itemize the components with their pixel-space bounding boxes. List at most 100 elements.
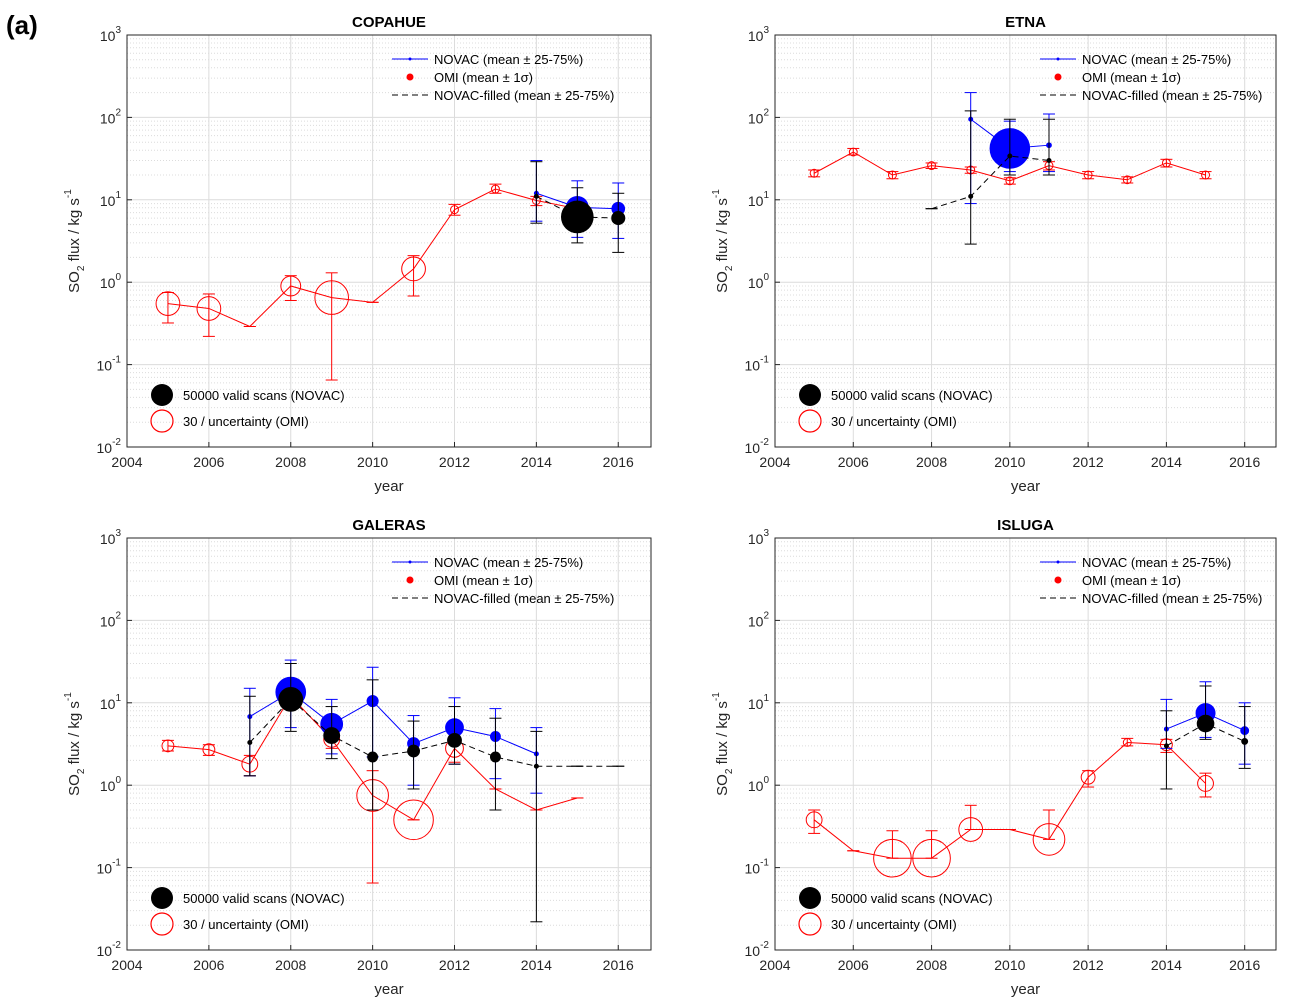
axes-box [126,537,652,951]
y-tick-label: 10-2 [745,940,770,959]
x-tick-label: 2016 [1229,957,1260,973]
legend-marker-omi [1054,576,1062,584]
series-line [249,698,619,767]
legend-label-novac: NOVAC (mean ± 25-75%) [1082,52,1231,67]
size-legend-novac-label: 50000 valid scans (NOVAC) [831,388,993,403]
legend-label-omi: OMI (mean ± 1σ) [1082,70,1181,85]
size-legend: 50000 valid scans (NOVAC) 30 / uncertaint… [150,887,345,936]
data-point [490,184,500,194]
chart-title: GALERAS [352,517,425,534]
legend-marker-novac [1056,57,1060,61]
axes-box [774,34,1277,448]
axes-box [774,537,1277,951]
legend-label-omi: OMI (mean ± 1σ) [434,70,533,85]
series-line [931,155,1050,210]
size-legend-novac-marker [151,887,173,909]
x-tick-label: 2010 [357,957,388,973]
data-point [1161,158,1171,168]
legend-label-filled: NOVAC-filled (mean ± 25-75%) [1082,591,1262,606]
data-point [314,280,349,315]
x-axis-label: year [1011,478,1040,495]
size-legend-omi-label: 30 / uncertainty (OMI) [183,917,309,932]
data-point [1196,714,1215,733]
chart-title: ETNA [1005,14,1046,31]
data-point [280,275,302,297]
size-legend-omi-marker [798,912,822,936]
x-tick-label: 2012 [439,957,470,973]
x-tick-label: 2012 [1073,957,1104,973]
legend-label-filled: NOVAC-filled (mean ± 25-75%) [434,591,614,606]
size-legend-omi-marker [798,409,822,433]
data-point [407,744,420,758]
grid [774,35,1276,447]
size-legend-omi-label: 30 / uncertainty (OMI) [183,414,309,429]
x-tick-label: 2006 [193,454,224,470]
data-point [805,811,823,829]
data-point [367,751,379,763]
legend-label-novac: NOVAC (mean ± 25-75%) [434,52,583,67]
data-point [1007,153,1013,159]
y-tick-label: 103 [748,25,770,44]
data-point [912,838,951,878]
y-tick-label: 102 [100,107,122,126]
x-tick-label: 2004 [759,957,790,973]
series-novac-filled [243,662,625,923]
y-tick-label: 101 [748,190,770,209]
data-point [247,739,253,745]
legend: NOVAC (mean ± 25-75%) OMI (mean ± 1σ) NOVA… [1040,555,1262,606]
data-point [1046,157,1052,163]
size-legend-omi-marker [150,409,174,433]
legend-label-filled: NOVAC-filled (mean ± 25-75%) [434,88,614,103]
series-novac-filled [925,110,1055,245]
data-point [848,147,858,157]
data-point [809,168,819,178]
x-tick-label: 2016 [603,957,634,973]
y-tick-label: 101 [748,693,770,712]
y-tick-label: 10-1 [97,858,122,877]
legend-marker-omi [1054,73,1062,81]
y-tick-label: 102 [748,107,770,126]
grid [126,35,651,447]
x-tick-label: 2014 [1151,454,1182,470]
data-point [1005,176,1015,186]
plot-area [161,659,625,923]
data-point [533,193,539,199]
legend: NOVAC (mean ± 25-75%) OMI (mean ± 1σ) NOVA… [392,52,614,103]
plot-area [155,159,626,381]
x-tick-label: 2014 [521,454,552,470]
legend-marker-novac [1056,560,1060,564]
y-axis-label: SO2 flux / kg s-1 [711,189,735,293]
legend-label-omi: OMI (mean ± 1σ) [1082,573,1181,588]
size-legend-novac-marker [799,887,821,909]
legend: NOVAC (mean ± 25-75%) OMI (mean ± 1σ) NOVA… [392,555,614,606]
size-legend-omi-label: 30 / uncertainty (OMI) [831,414,957,429]
panel-copahue: 2004 2006 2008 2010 2012 2014 2016 10-2 10-1 100 1… [63,14,652,495]
legend-label-omi: OMI (mean ± 1σ) [434,573,533,588]
data-point [155,291,181,316]
data-point [958,817,984,842]
data-point [968,193,974,199]
data-point [1201,170,1211,180]
legend-marker-novac [408,560,412,564]
panel-isluga: 2004 2006 2008 2010 2012 2014 2016 10-2 10-1 100 1… [711,517,1277,998]
x-tick-label: 2014 [1151,957,1182,973]
data-point [560,200,594,234]
data-point [1122,175,1132,185]
data-point [202,743,216,757]
x-tick-label: 2004 [111,957,142,973]
panel-etna: 2004 2006 2008 2010 2012 2014 2016 10-2 10-1 100 1… [711,14,1277,495]
legend-label-novac: NOVAC (mean ± 25-75%) [434,555,583,570]
x-tick-label: 2008 [916,957,947,973]
data-point [1163,743,1169,749]
data-point [450,205,459,215]
y-axis-label: SO2 flux / kg s-1 [711,692,735,796]
y-tick-label: 101 [100,190,122,209]
x-axis-label: year [374,478,403,495]
legend-label-novac: NOVAC (mean ± 25-75%) [1082,555,1231,570]
plot-area [808,92,1212,245]
y-tick-label: 10-2 [97,940,122,959]
x-tick-label: 2016 [603,454,634,470]
size-legend: 50000 valid scans (NOVAC) 30 / uncertaint… [150,384,345,433]
chart-title: COPAHUE [352,14,426,31]
data-point [1083,170,1093,180]
